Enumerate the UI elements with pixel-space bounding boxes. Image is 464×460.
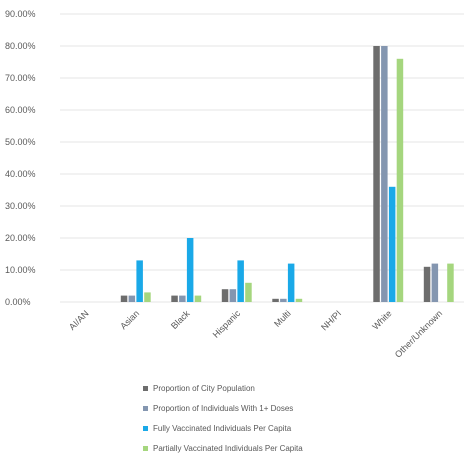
legend-label: Proportion of City Population bbox=[153, 383, 255, 393]
legend-item: Fully Vaccinated Individuals Per Capita bbox=[143, 418, 303, 438]
legend-swatch bbox=[143, 405, 148, 411]
bar bbox=[447, 263, 454, 302]
bar bbox=[229, 289, 237, 302]
bar bbox=[272, 298, 279, 302]
bar bbox=[423, 266, 431, 302]
y-tick-label: 20.00% bbox=[5, 233, 36, 243]
legend-item: Proportion of Individuals With 1+ Doses bbox=[143, 398, 303, 418]
y-tick-label: 60.00% bbox=[5, 105, 36, 115]
bar-chart: 90.00% 80.00% 70.00% 60.00% 50.00% 40.00% 30.0… bbox=[5, 9, 464, 360]
y-tick-label: 50.00% bbox=[5, 137, 36, 147]
bar bbox=[431, 263, 439, 302]
x-tick-label: Other/Unknown bbox=[393, 308, 444, 359]
legend-label: Partially Vaccinated Individuals Per Cap… bbox=[153, 443, 303, 453]
y-tick-label: 10.00% bbox=[5, 265, 36, 275]
bar bbox=[194, 295, 202, 302]
bar bbox=[120, 295, 128, 302]
bar bbox=[396, 58, 404, 302]
legend-label: Fully Vaccinated Individuals Per Capita bbox=[153, 423, 292, 433]
x-tick-label: NH/PI bbox=[319, 308, 343, 332]
legend-swatch bbox=[143, 445, 148, 451]
y-tick-label: 40.00% bbox=[5, 169, 36, 179]
y-tick-label: 80.00% bbox=[5, 41, 36, 51]
x-tick-label: Black bbox=[169, 308, 192, 331]
bar bbox=[280, 298, 287, 302]
bar bbox=[237, 260, 244, 302]
bar bbox=[295, 298, 303, 302]
bar bbox=[245, 282, 252, 302]
bar bbox=[221, 289, 229, 302]
chart-legend: Proportion of City Population Proportion… bbox=[143, 378, 303, 458]
bar bbox=[136, 260, 143, 302]
x-tick-label: Hispanic bbox=[211, 308, 243, 340]
legend-swatch bbox=[143, 385, 148, 391]
bar bbox=[128, 295, 136, 302]
y-tick-label: 90.00% bbox=[5, 9, 36, 19]
bar bbox=[381, 46, 388, 302]
x-tick-label: Multi bbox=[272, 308, 293, 329]
legend-swatch bbox=[143, 425, 148, 431]
bar bbox=[171, 295, 178, 302]
y-tick-label: 70.00% bbox=[5, 73, 36, 83]
legend-label: Proportion of Individuals With 1+ Doses bbox=[153, 403, 294, 413]
x-tick-label: Asian bbox=[118, 308, 141, 331]
bar bbox=[144, 292, 151, 302]
x-tick-label: AI/AN bbox=[67, 308, 91, 332]
y-tick-label: 0.00% bbox=[5, 297, 31, 307]
y-tick-label: 30.00% bbox=[5, 201, 36, 211]
bar bbox=[287, 263, 295, 302]
bar bbox=[179, 295, 186, 302]
bar bbox=[373, 46, 380, 302]
legend-item: Partially Vaccinated Individuals Per Cap… bbox=[143, 438, 303, 458]
x-tick-label: White bbox=[370, 308, 393, 331]
bar bbox=[186, 238, 194, 302]
bar bbox=[388, 186, 396, 302]
legend-item: Proportion of City Population bbox=[143, 378, 303, 398]
